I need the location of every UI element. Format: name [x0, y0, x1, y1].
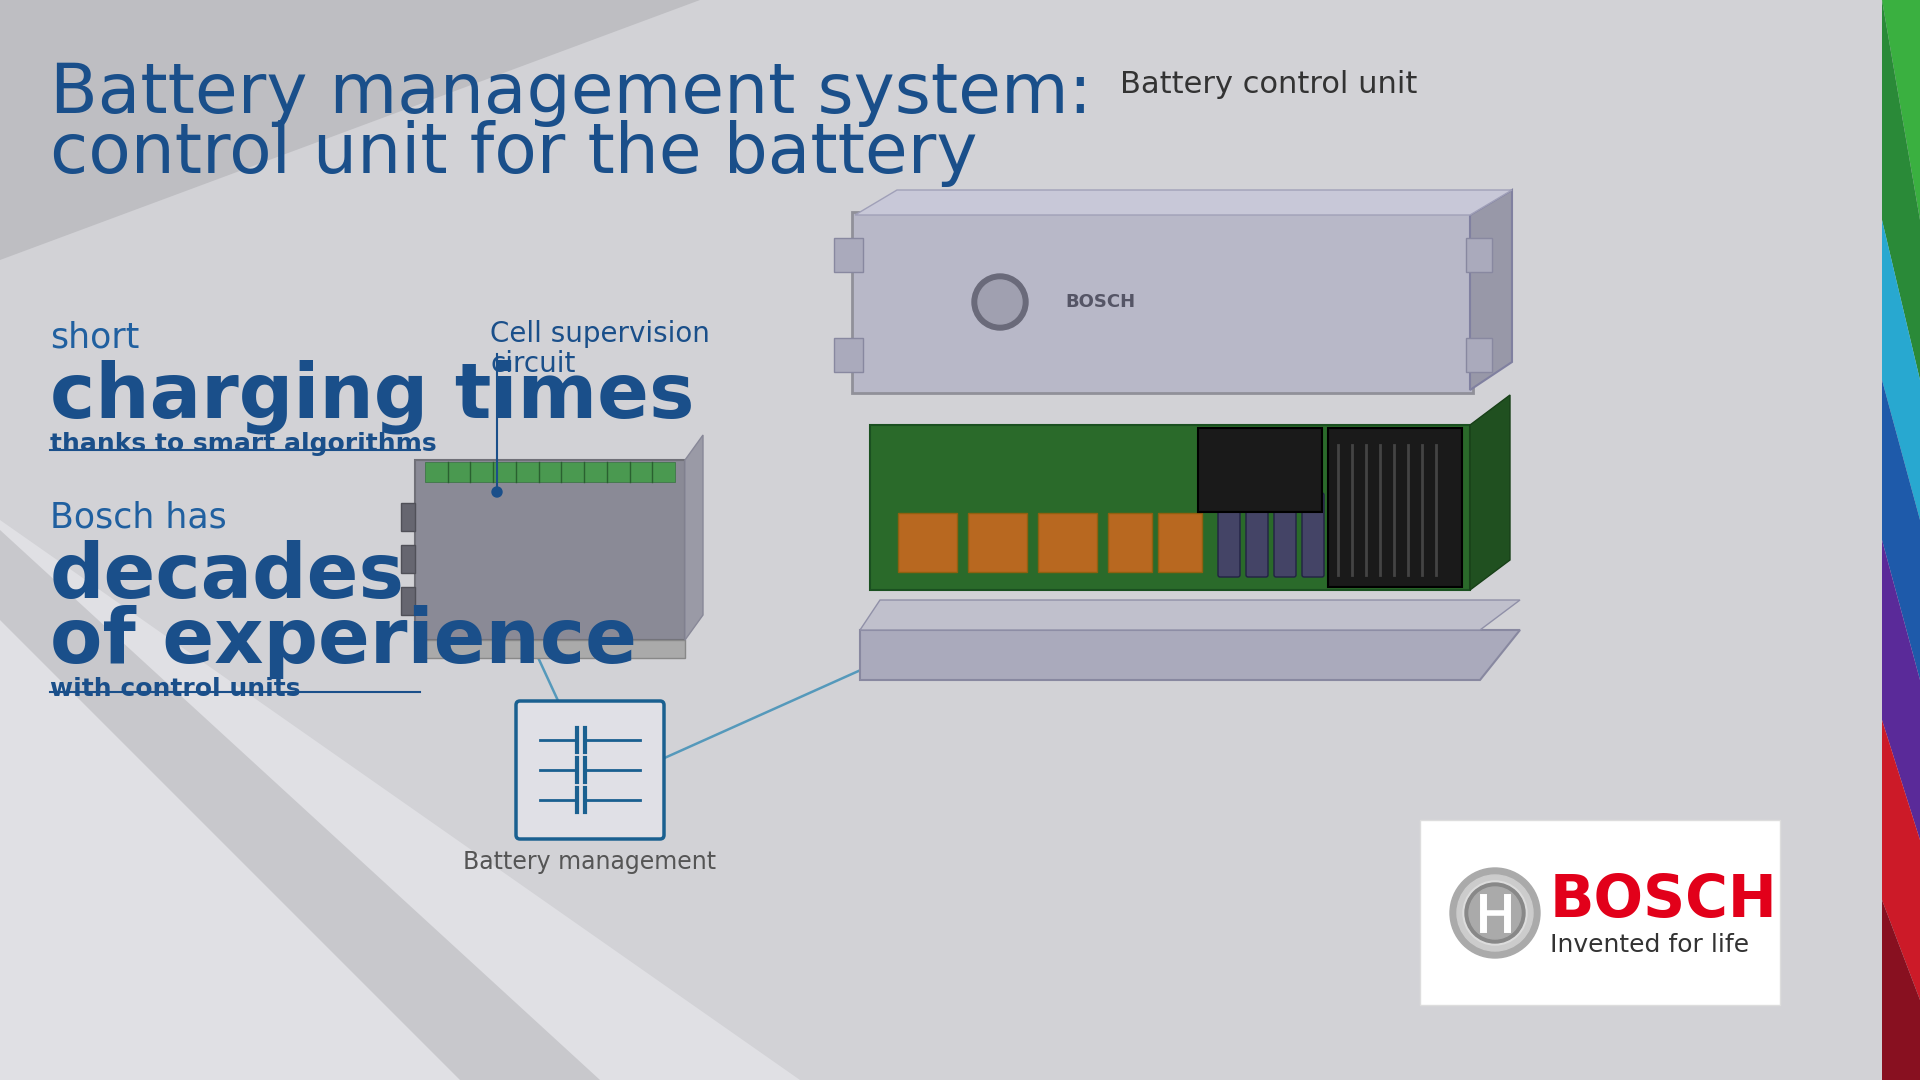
Text: control unit for the battery: control unit for the battery: [50, 120, 977, 187]
Text: with control units: with control units: [50, 677, 301, 701]
FancyBboxPatch shape: [516, 701, 664, 839]
Text: Cell supervision: Cell supervision: [490, 320, 710, 348]
Polygon shape: [1882, 540, 1920, 840]
Text: decades: decades: [50, 540, 405, 615]
Text: Battery management: Battery management: [463, 850, 716, 874]
Text: Battery management system:: Battery management system:: [50, 60, 1092, 127]
Text: of experience: of experience: [50, 605, 637, 679]
Polygon shape: [860, 600, 1521, 630]
Polygon shape: [0, 530, 599, 1080]
FancyBboxPatch shape: [1302, 492, 1325, 577]
Polygon shape: [0, 519, 801, 1080]
Text: short: short: [50, 320, 140, 354]
Text: Bosch has: Bosch has: [50, 500, 227, 534]
Circle shape: [977, 280, 1021, 324]
Text: BOSCH: BOSCH: [1066, 293, 1135, 311]
Text: BOSCH: BOSCH: [1549, 873, 1778, 930]
Polygon shape: [1882, 720, 1920, 1000]
FancyBboxPatch shape: [1467, 238, 1492, 272]
Polygon shape: [1882, 900, 1920, 1080]
Polygon shape: [1882, 0, 1920, 220]
FancyBboxPatch shape: [424, 462, 676, 482]
FancyBboxPatch shape: [1467, 338, 1492, 372]
Polygon shape: [1882, 380, 1920, 680]
Circle shape: [972, 274, 1027, 330]
FancyBboxPatch shape: [1108, 513, 1152, 572]
Polygon shape: [860, 630, 1521, 680]
FancyBboxPatch shape: [968, 513, 1027, 572]
FancyBboxPatch shape: [1198, 428, 1323, 512]
Circle shape: [492, 487, 501, 497]
FancyBboxPatch shape: [870, 426, 1471, 590]
Circle shape: [1450, 868, 1540, 958]
Polygon shape: [0, 0, 701, 260]
FancyBboxPatch shape: [401, 503, 415, 531]
FancyBboxPatch shape: [852, 212, 1473, 393]
Text: Invented for life: Invented for life: [1549, 933, 1749, 957]
FancyBboxPatch shape: [401, 545, 415, 573]
FancyBboxPatch shape: [415, 460, 685, 640]
Text: thanks to smart algorithms: thanks to smart algorithms: [50, 432, 436, 456]
Text: Battery control unit: Battery control unit: [1119, 70, 1417, 99]
Polygon shape: [1471, 190, 1513, 390]
FancyBboxPatch shape: [1275, 492, 1296, 577]
FancyBboxPatch shape: [833, 238, 862, 272]
Polygon shape: [1882, 0, 1920, 380]
FancyBboxPatch shape: [899, 513, 956, 572]
Text: circuit: circuit: [490, 350, 576, 378]
Polygon shape: [685, 435, 703, 640]
FancyBboxPatch shape: [401, 588, 415, 615]
Circle shape: [1463, 881, 1526, 945]
FancyBboxPatch shape: [1421, 820, 1780, 1005]
Polygon shape: [1882, 220, 1920, 519]
FancyBboxPatch shape: [1217, 492, 1240, 577]
FancyBboxPatch shape: [1158, 513, 1202, 572]
FancyBboxPatch shape: [1246, 492, 1267, 577]
Polygon shape: [1471, 395, 1509, 590]
Text: charging times: charging times: [50, 360, 695, 434]
Circle shape: [1457, 875, 1532, 951]
Polygon shape: [415, 640, 685, 658]
FancyBboxPatch shape: [1039, 513, 1096, 572]
FancyBboxPatch shape: [833, 338, 862, 372]
FancyBboxPatch shape: [1329, 428, 1461, 588]
Circle shape: [1469, 887, 1521, 939]
Polygon shape: [854, 190, 1513, 215]
Circle shape: [1465, 883, 1524, 943]
